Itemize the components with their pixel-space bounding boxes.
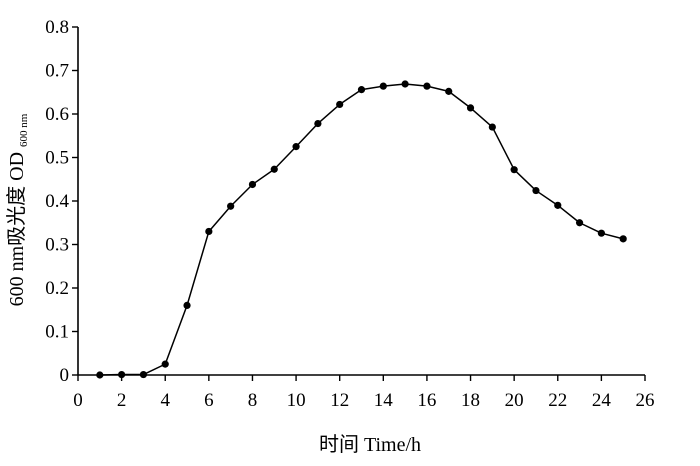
y-tick-label: 0 (60, 365, 70, 386)
y-tick-label: 0.5 (45, 148, 69, 169)
axes (77, 27, 645, 376)
x-tick-label: 6 (204, 390, 214, 411)
data-point (357, 86, 366, 94)
data-point (183, 301, 191, 309)
data-point (292, 143, 300, 151)
y-tick-label: 0.4 (45, 191, 69, 212)
data-point (488, 123, 496, 131)
series-line (99, 83, 624, 376)
x-tick-label: 12 (330, 390, 349, 411)
data-point (597, 229, 605, 237)
x-tick-label: 18 (461, 390, 480, 411)
y-tick-label: 0.3 (45, 235, 69, 256)
data-point (445, 87, 453, 95)
data-point (401, 80, 409, 88)
data-point (139, 370, 148, 379)
data-series (96, 80, 627, 379)
x-tick-label: 8 (248, 390, 258, 411)
x-tick-label: 16 (417, 390, 436, 411)
data-point (227, 202, 235, 210)
y-axis-title: 600 nm吸光度 OD 600 nm (5, 113, 30, 306)
data-point (118, 370, 126, 379)
y-tick-label: 0.7 (45, 61, 69, 82)
data-point (248, 180, 257, 189)
y-tick-label: 0.8 (45, 17, 69, 38)
x-tick-label: 4 (160, 390, 170, 411)
data-point (510, 166, 518, 174)
data-point (270, 165, 278, 173)
y-tick-label: 0.6 (45, 104, 69, 125)
x-tick-label: 14 (374, 390, 394, 411)
data-point (554, 201, 562, 209)
data-point (423, 82, 431, 90)
data-point (379, 82, 387, 90)
x-axis-title: 时间 Time/h (319, 433, 421, 456)
data-point (619, 235, 627, 243)
x-tick-label: 10 (287, 390, 306, 411)
x-tick-label: 20 (505, 390, 524, 411)
data-point (205, 227, 213, 236)
x-tick-label: 24 (592, 390, 612, 411)
y-tick-label: 0.2 (45, 278, 69, 299)
data-point (466, 104, 475, 112)
data-point (532, 186, 540, 195)
y-axis-title-main: 600 nm吸光度 OD (5, 152, 28, 306)
x-tick-label: 22 (548, 390, 567, 411)
x-tick-label: 2 (117, 390, 127, 411)
data-point (161, 360, 169, 368)
y-tick-label: 0.1 (45, 322, 69, 343)
y-axis-title-subscript: 600 nm (18, 113, 30, 147)
axis-ticks: 0 2 4 6 8 10 12 14 16 18 20 22 24 2600.10.20.30.40.50… (45, 17, 654, 411)
data-point (96, 371, 104, 379)
data-point (575, 219, 584, 227)
data-point (314, 119, 322, 128)
data-point (336, 100, 344, 109)
x-tick-label: 0 (73, 390, 83, 411)
x-tick-label: 26 (636, 390, 655, 411)
